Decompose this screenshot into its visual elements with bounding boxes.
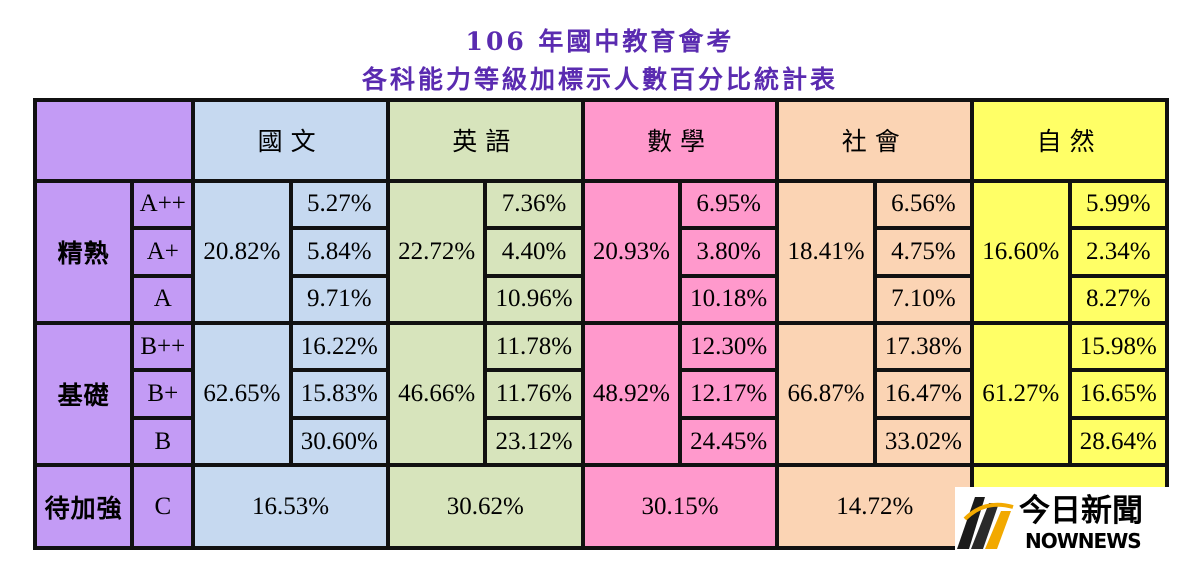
group-total: 22.72% bbox=[387, 180, 486, 323]
level-value: 10.96% bbox=[485, 275, 583, 323]
table-row: 精熟 A++ 20.82% 5.27% 22.72% 7.36% 20.93% … bbox=[35, 180, 1167, 323]
table-row: B+ 15.83% 11.76% 12.17% 16.47% 16.65% bbox=[35, 370, 1167, 418]
watermark-chinese: 今日新聞 bbox=[1019, 493, 1143, 529]
level-value: 12.17% bbox=[680, 370, 778, 418]
header-corner bbox=[35, 100, 194, 181]
header-row: 國文 英語 數學 社會 自然 bbox=[35, 100, 1167, 181]
group-total: 61.27% bbox=[972, 322, 1070, 466]
watermark-english: NOWNEWS bbox=[1025, 529, 1142, 553]
group-total: 48.92% bbox=[582, 322, 681, 466]
group-label: 基礎 bbox=[35, 322, 133, 466]
title-line-1: 106 年國中教育會考 bbox=[465, 27, 735, 56]
level-value: 17.38% bbox=[874, 322, 973, 371]
stats-table: 國文 英語 數學 社會 自然 精熟 A++ 20.82% 5.27% 22.72… bbox=[33, 98, 1169, 550]
level-value: 6.95% bbox=[680, 180, 778, 229]
group-total: 62.65% bbox=[193, 322, 291, 466]
level-value: 30.62% bbox=[387, 465, 583, 548]
level-value: 16.47% bbox=[874, 370, 973, 418]
table-row: 基礎 B++ 62.65% 16.22% 46.66% 11.78% 48.92… bbox=[35, 322, 1167, 466]
group-total: 66.87% bbox=[777, 322, 875, 466]
nownews-watermark: 今日新聞 NOWNEWS bbox=[955, 487, 1173, 557]
level-value: 16.65% bbox=[1069, 370, 1167, 418]
level-value: 10.18% bbox=[680, 275, 778, 323]
level-value: 28.64% bbox=[1069, 417, 1167, 466]
level-value: 8.27% bbox=[1069, 275, 1167, 323]
level-value: 15.98% bbox=[1069, 322, 1167, 371]
group-total: 16.60% bbox=[972, 180, 1070, 323]
group-label: 精熟 bbox=[35, 180, 133, 323]
table-row: B 30.60% 23.12% 24.45% 33.02% 28.64% bbox=[35, 417, 1167, 466]
level-value: 7.10% bbox=[874, 275, 973, 323]
level-value: 23.12% bbox=[485, 417, 583, 466]
subject-header: 數學 bbox=[582, 100, 778, 181]
level-value: 12.30% bbox=[680, 322, 778, 371]
nownews-logo-icon bbox=[957, 497, 1014, 549]
level-value: 11.76% bbox=[485, 370, 583, 418]
level-value: 5.27% bbox=[290, 180, 388, 229]
group-total: 46.66% bbox=[387, 322, 486, 466]
subject-header: 自然 bbox=[972, 100, 1167, 181]
table-row: A 9.71% 10.96% 10.18% 7.10% 8.27% bbox=[35, 275, 1167, 323]
subject-header: 國文 bbox=[193, 100, 388, 181]
group-total: 20.93% bbox=[582, 180, 681, 323]
subject-header: 英語 bbox=[387, 100, 583, 181]
level-value: 14.72% bbox=[777, 465, 973, 548]
level-value: 16.53% bbox=[193, 465, 388, 548]
group-total: 20.82% bbox=[193, 180, 291, 323]
level-value: 33.02% bbox=[874, 417, 973, 466]
level-value: 24.45% bbox=[680, 417, 778, 466]
level-value: 9.71% bbox=[290, 275, 388, 323]
level-value: 5.99% bbox=[1069, 180, 1167, 229]
title-line-2: 各科能力等級加標示人數百分比統計表 bbox=[361, 65, 838, 94]
level-value: 6.56% bbox=[874, 180, 973, 229]
subject-header: 社會 bbox=[777, 100, 973, 181]
level-label: A++ bbox=[132, 180, 194, 229]
level-value: 3.80% bbox=[680, 228, 778, 276]
group-total: 18.41% bbox=[777, 180, 875, 323]
level-value: 16.22% bbox=[290, 322, 388, 371]
level-value: 30.60% bbox=[290, 417, 388, 466]
level-value: 2.34% bbox=[1069, 228, 1167, 276]
level-label: C bbox=[132, 465, 194, 548]
level-value: 4.40% bbox=[485, 228, 583, 276]
level-value: 30.15% bbox=[582, 465, 778, 548]
level-value: 5.84% bbox=[290, 228, 388, 276]
level-label: B++ bbox=[132, 322, 194, 371]
level-label: A+ bbox=[132, 228, 194, 276]
table-row: A+ 5.84% 4.40% 3.80% 4.75% 2.34% bbox=[35, 228, 1167, 276]
level-value: 15.83% bbox=[290, 370, 388, 418]
level-value: 7.36% bbox=[485, 180, 583, 229]
level-label: A bbox=[132, 275, 194, 323]
group-label: 待加強 bbox=[35, 465, 133, 548]
level-value: 11.78% bbox=[485, 322, 583, 371]
level-label: B+ bbox=[132, 370, 194, 418]
level-label: B bbox=[132, 417, 194, 466]
level-value: 4.75% bbox=[874, 228, 973, 276]
